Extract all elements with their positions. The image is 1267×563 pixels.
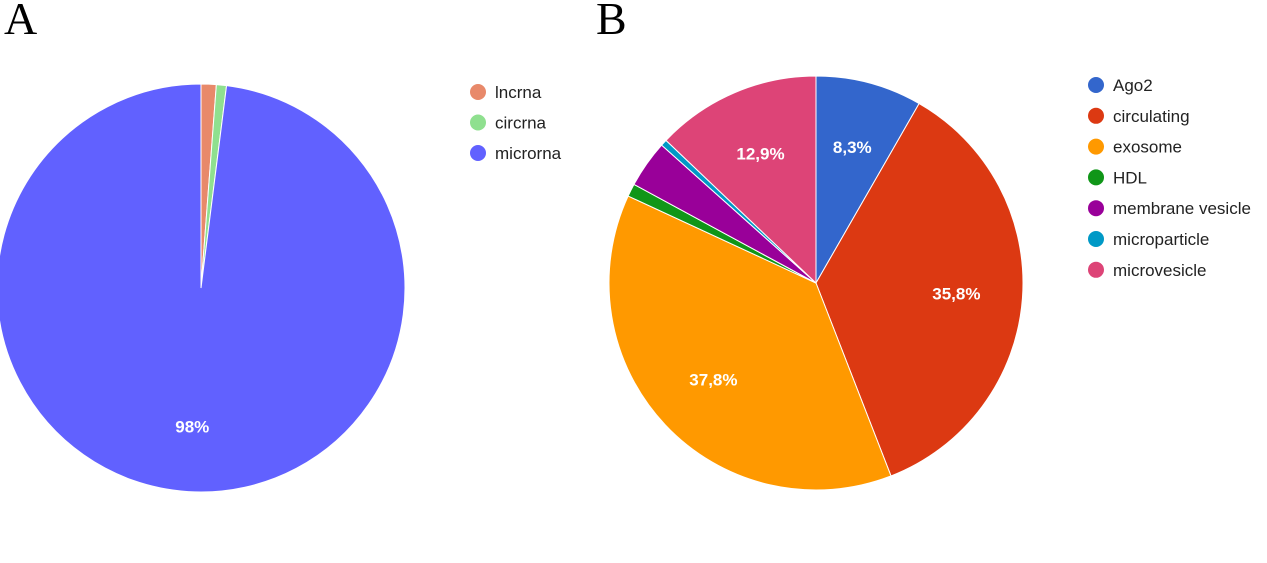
data-label: 37,8% — [689, 370, 737, 389]
data-label: 8,3% — [833, 138, 872, 157]
pie-slice-ago2 — [815, 75, 920, 285]
legend-label: circulating — [1113, 107, 1190, 126]
legend-label: membrane vesicle — [1113, 199, 1251, 218]
data-label: 12,9% — [736, 145, 784, 164]
legend-label: lncrna — [495, 83, 542, 102]
legend-label: exosome — [1113, 138, 1182, 157]
legend-swatch — [1088, 169, 1104, 186]
legend-swatch — [1088, 77, 1104, 93]
legend-label: circrna — [495, 114, 547, 133]
legend-swatch — [1088, 107, 1104, 124]
data-label: 35,8% — [932, 285, 980, 304]
legend-label: microvesicle — [1113, 261, 1207, 280]
pie-slice-circulating — [815, 102, 1024, 477]
legend-label: Ago2 — [1113, 76, 1153, 95]
legend-swatch — [470, 84, 486, 100]
legend-swatch — [1088, 138, 1104, 155]
legend-label: HDL — [1113, 168, 1147, 187]
pie-slice-exosome — [608, 195, 892, 491]
panel-label-b: B — [596, 0, 627, 44]
legend-swatch — [1088, 261, 1104, 278]
legend-swatch — [470, 114, 486, 131]
legend-label: microparticle — [1113, 230, 1209, 249]
pie-slice-microvesicle — [665, 75, 817, 285]
data-label: 98% — [175, 417, 209, 436]
pie-slice-microrna — [0, 83, 406, 493]
legend-swatch — [1088, 200, 1104, 217]
legend-swatch — [470, 145, 486, 161]
legend-swatch — [1088, 231, 1104, 247]
panel-label-a: A — [4, 0, 38, 44]
legend-label: microrna — [495, 144, 562, 163]
